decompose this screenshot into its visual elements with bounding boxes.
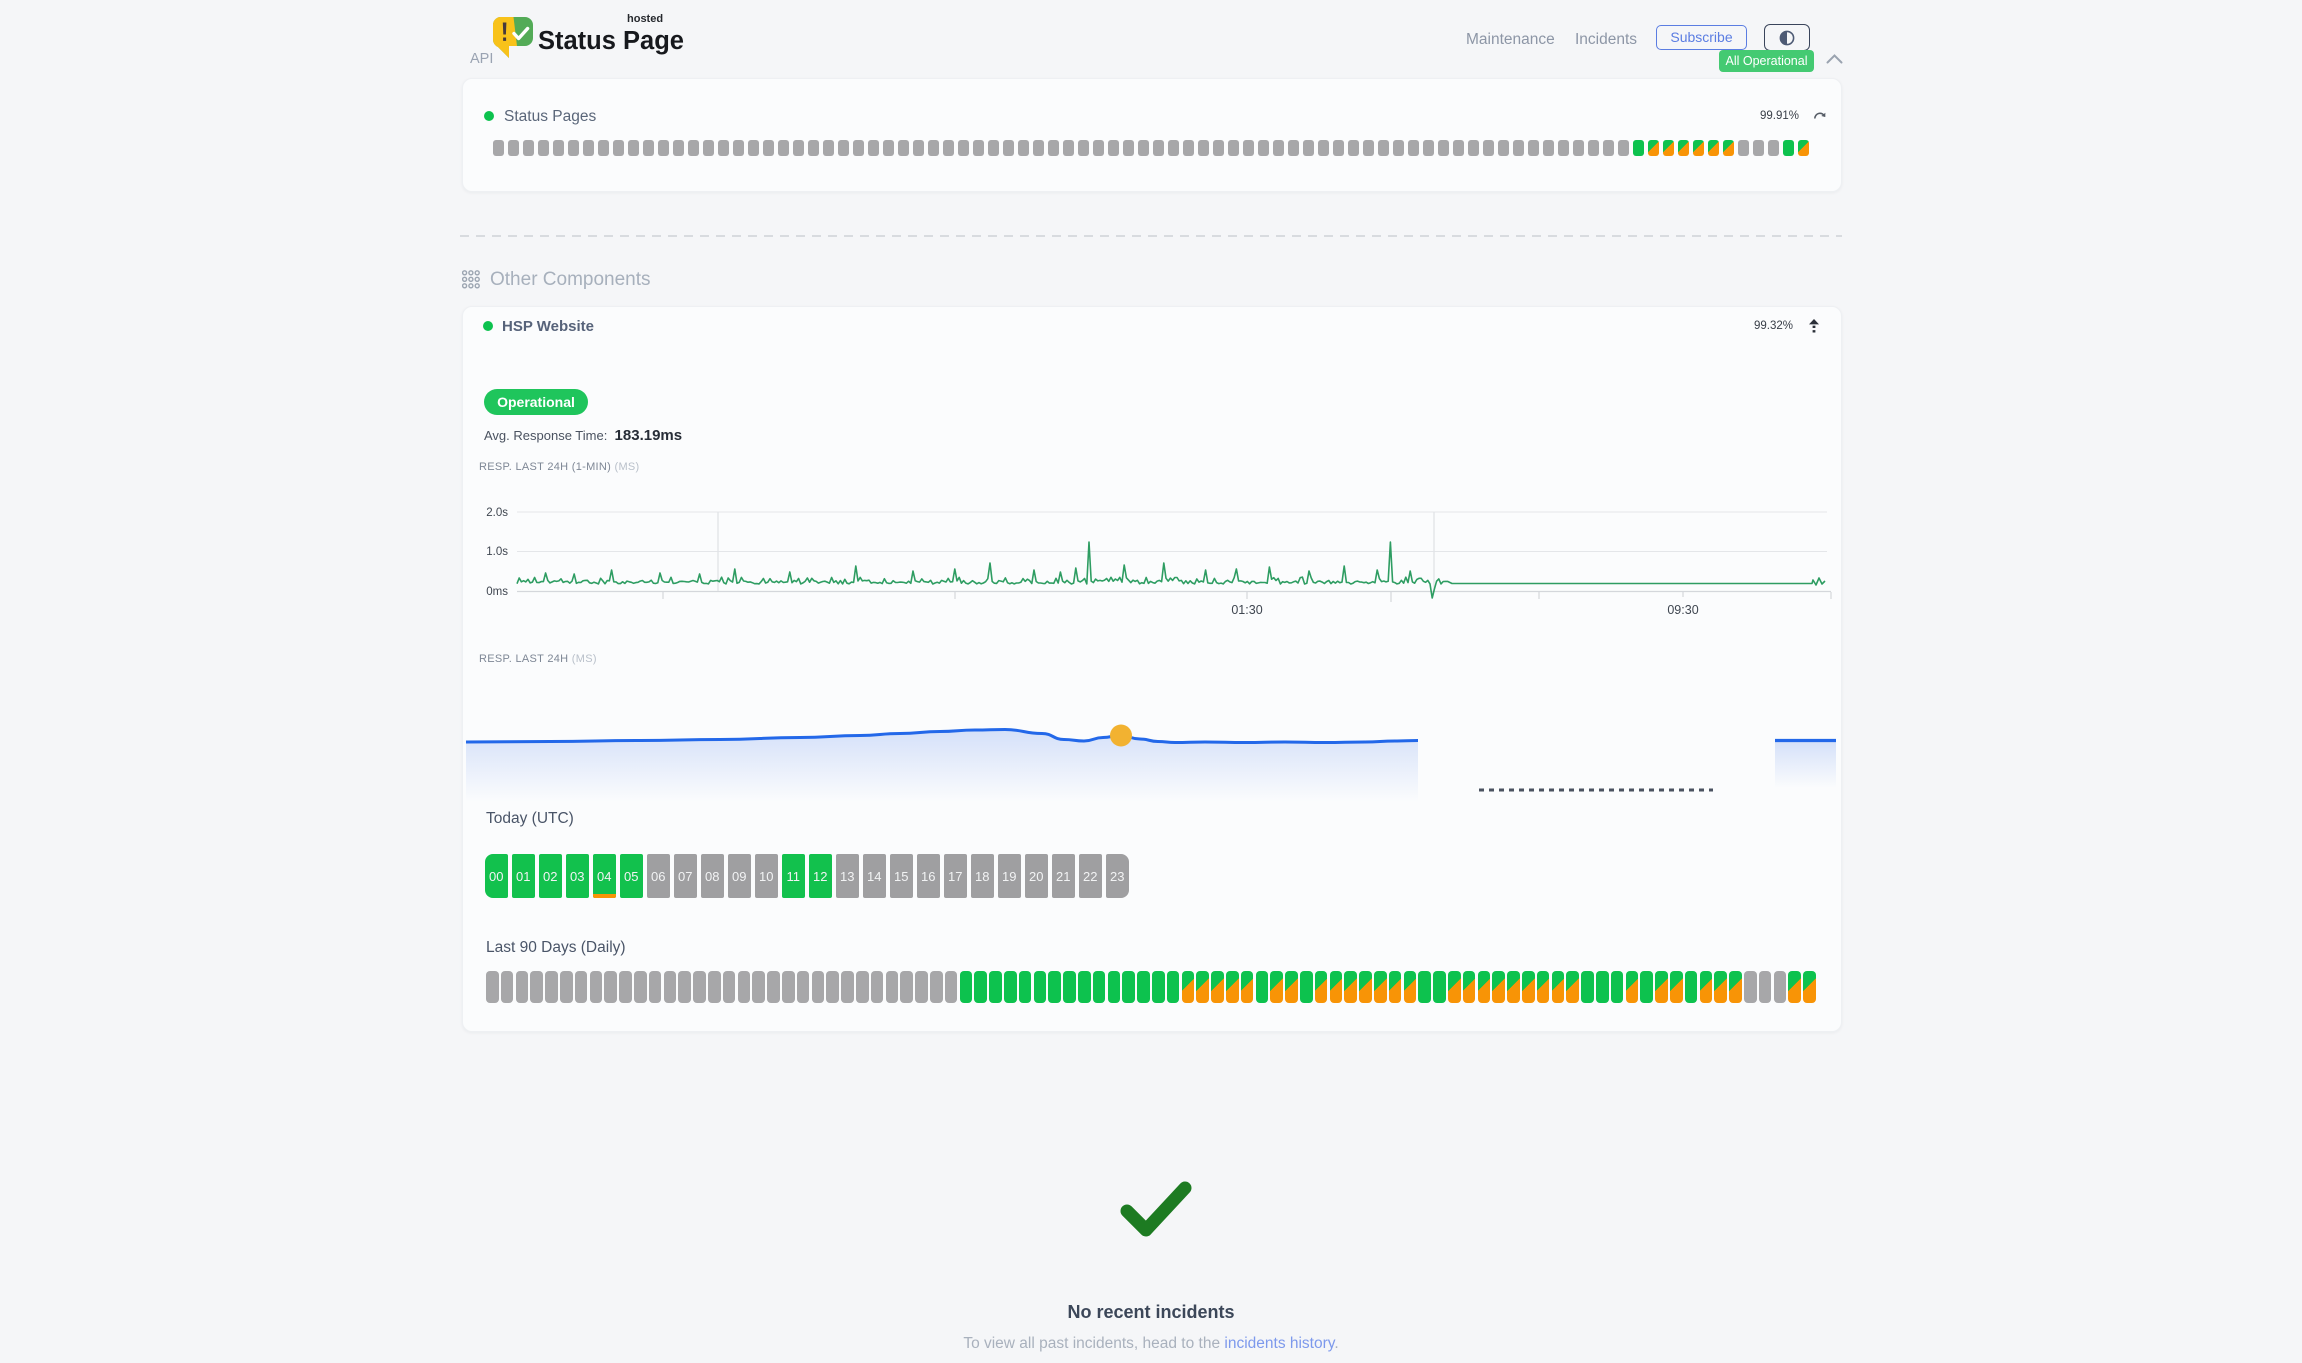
svg-text:01:30: 01:30 (1231, 603, 1262, 617)
svg-text:0ms: 0ms (486, 586, 508, 598)
svg-text:1.0s: 1.0s (486, 546, 508, 558)
svg-text:2.0s: 2.0s (486, 507, 508, 519)
svg-text:09:30: 09:30 (1667, 603, 1698, 617)
